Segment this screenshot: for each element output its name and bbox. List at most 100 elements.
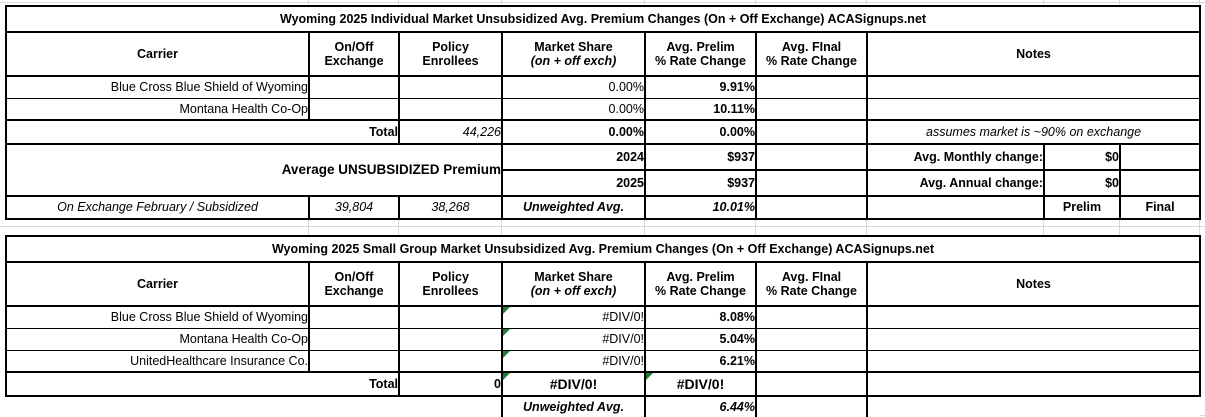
notes-spacer-cell[interactable]	[866, 195, 1045, 220]
empty-cell[interactable]	[309, 396, 399, 417]
header-market-share[interactable]: Market Share (on + off exch)	[501, 261, 646, 307]
prelim-column-label[interactable]: Prelim	[1043, 195, 1121, 220]
individual-market-table: Wyoming 2025 Individual Market Unsubsidi…	[4, 5, 1202, 220]
on-exchange-subsidized-label[interactable]: On Exchange February / Subsidized	[5, 195, 310, 220]
header-on-off-exchange[interactable]: On/Off Exchange	[308, 31, 400, 77]
avg-unsubsidized-premium-label[interactable]: Average UNSUBSIDIZED Premium	[5, 143, 503, 197]
policy-enrollees-cell[interactable]	[398, 75, 503, 99]
premium-final-cell[interactable]	[755, 143, 868, 171]
table-title[interactable]: Wyoming 2025 Small Group Market Unsubsid…	[4, 235, 1202, 263]
unweighted-avg-value[interactable]: 6.44%	[644, 395, 757, 417]
total-note-cell[interactable]	[865, 371, 1202, 397]
carrier-name-cell[interactable]: Montana Health Co-Op	[5, 97, 310, 121]
market-share-cell[interactable]: #DIV/0!	[501, 305, 646, 329]
on-off-exchange-cell[interactable]	[308, 305, 400, 329]
carrier-name-cell[interactable]: Blue Cross Blue Shield of Wyoming	[5, 305, 310, 329]
total-prelim-cell[interactable]: 0.00%	[644, 119, 757, 145]
table-row: Montana Health Co-Op 0.00% 10.11%	[5, 97, 1202, 121]
unweighted-avg-value[interactable]: 10.01%	[644, 195, 757, 220]
notes-cell[interactable]	[865, 75, 1202, 99]
total-final-cell[interactable]	[755, 119, 868, 145]
final-change-cell[interactable]	[755, 327, 868, 351]
header-avg-prelim[interactable]: Avg. Prelim % Rate Change	[644, 261, 757, 307]
prelim-change-cell[interactable]: 6.21%	[644, 349, 757, 373]
final-change-cell[interactable]	[755, 305, 868, 329]
total-note-cell[interactable]: assumes market is ~90% on exchange	[865, 119, 1202, 145]
premium-final-cell[interactable]	[755, 169, 868, 197]
monthly-change-label[interactable]: Avg. Monthly change:	[866, 143, 1045, 171]
annual-change-value[interactable]: $0	[1043, 169, 1121, 197]
empty-cell[interactable]	[6, 396, 309, 417]
total-row: Total 0 #DIV/0! #DIV/0!	[5, 371, 1202, 397]
header-market-share[interactable]: Market Share (on + off exch)	[501, 31, 646, 77]
total-final-cell[interactable]	[755, 371, 868, 397]
empty-cell[interactable]	[399, 396, 502, 417]
notes-cell[interactable]	[865, 305, 1202, 329]
header-avg-prelim[interactable]: Avg. Prelim % Rate Change	[644, 31, 757, 77]
error-flag-triangle	[504, 374, 510, 380]
premium-value-cell[interactable]: $937	[644, 169, 757, 197]
final-change-cell[interactable]	[755, 349, 868, 373]
monthly-change-value[interactable]: $0	[1043, 143, 1121, 171]
header-on-off-exchange[interactable]: On/Off Exchange	[308, 261, 400, 307]
subsidized-enrollees-cell[interactable]: 38,268	[398, 195, 503, 220]
unweighted-avg-label[interactable]: Unweighted Avg.	[501, 395, 646, 417]
table-title[interactable]: Wyoming 2025 Individual Market Unsubsidi…	[4, 5, 1202, 33]
prelim-change-cell[interactable]: 5.04%	[644, 327, 757, 351]
policy-enrollees-cell[interactable]	[398, 327, 503, 351]
total-label-cell[interactable]: Total	[5, 119, 400, 145]
prelim-change-cell[interactable]: 9.91%	[644, 75, 757, 99]
error-flag-triangle	[647, 374, 653, 380]
header-carrier[interactable]: Carrier	[5, 261, 310, 307]
market-share-cell[interactable]: #DIV/0!	[501, 349, 646, 373]
on-off-exchange-cell[interactable]	[308, 97, 400, 121]
on-exchange-enrollees-cell[interactable]: 39,804	[308, 195, 400, 220]
unweighted-avg-label[interactable]: Unweighted Avg.	[501, 195, 646, 220]
carrier-name-cell[interactable]: Montana Health Co-Op	[5, 327, 310, 351]
premium-year-cell[interactable]: 2024	[501, 143, 646, 171]
total-enrollees-cell[interactable]: 0	[398, 371, 503, 397]
total-market-share-cell[interactable]: #DIV/0!	[501, 371, 646, 397]
unweighted-avg-row: Unweighted Avg. 6.44%	[6, 395, 1201, 417]
notes-cell[interactable]	[865, 349, 1202, 373]
header-policy-enrollees[interactable]: Policy Enrollees	[398, 261, 503, 307]
on-off-exchange-cell[interactable]	[308, 327, 400, 351]
on-off-exchange-cell[interactable]	[308, 349, 400, 373]
total-label-cell[interactable]: Total	[5, 371, 400, 397]
empty-cell[interactable]	[867, 396, 1201, 417]
carrier-name-cell[interactable]: UnitedHealthcare Insurance Co.	[5, 349, 310, 373]
unweighted-avg-final[interactable]	[755, 195, 868, 220]
annual-change-final[interactable]	[1118, 169, 1202, 197]
market-share-cell[interactable]: 0.00%	[501, 97, 646, 121]
on-off-exchange-cell[interactable]	[308, 75, 400, 99]
final-change-cell[interactable]	[755, 97, 868, 121]
policy-enrollees-cell[interactable]	[398, 349, 503, 373]
header-carrier[interactable]: Carrier	[5, 31, 310, 77]
final-column-label[interactable]: Final	[1118, 195, 1202, 220]
carrier-name-cell[interactable]: Blue Cross Blue Shield of Wyoming	[5, 75, 310, 99]
monthly-change-final[interactable]	[1118, 143, 1202, 171]
total-market-share-cell[interactable]: 0.00%	[501, 119, 646, 145]
market-share-cell[interactable]: 0.00%	[501, 75, 646, 99]
policy-enrollees-cell[interactable]	[398, 305, 503, 329]
prelim-change-cell[interactable]: 10.11%	[644, 97, 757, 121]
notes-cell[interactable]	[865, 97, 1202, 121]
header-notes[interactable]: Notes	[865, 261, 1202, 307]
prelim-change-cell[interactable]: 8.08%	[644, 305, 757, 329]
premium-value-cell[interactable]: $937	[644, 143, 757, 171]
error-flag-triangle	[504, 307, 510, 314]
market-share-cell[interactable]: #DIV/0!	[501, 327, 646, 351]
premium-year-cell[interactable]: 2025	[501, 169, 646, 197]
total-prelim-cell[interactable]: #DIV/0!	[644, 371, 757, 397]
total-enrollees-cell[interactable]: 44,226	[398, 119, 503, 145]
policy-enrollees-cell[interactable]	[398, 97, 503, 121]
notes-cell[interactable]	[865, 327, 1202, 351]
final-change-cell[interactable]	[755, 75, 868, 99]
header-avg-final[interactable]: Avg. FInal % Rate Change	[755, 31, 868, 77]
header-policy-enrollees[interactable]: Policy Enrollees	[398, 31, 503, 77]
unweighted-avg-final[interactable]	[755, 395, 868, 417]
header-notes[interactable]: Notes	[865, 31, 1202, 77]
annual-change-label[interactable]: Avg. Annual change:	[866, 169, 1045, 197]
header-avg-final[interactable]: Avg. FInal % Rate Change	[755, 261, 868, 307]
